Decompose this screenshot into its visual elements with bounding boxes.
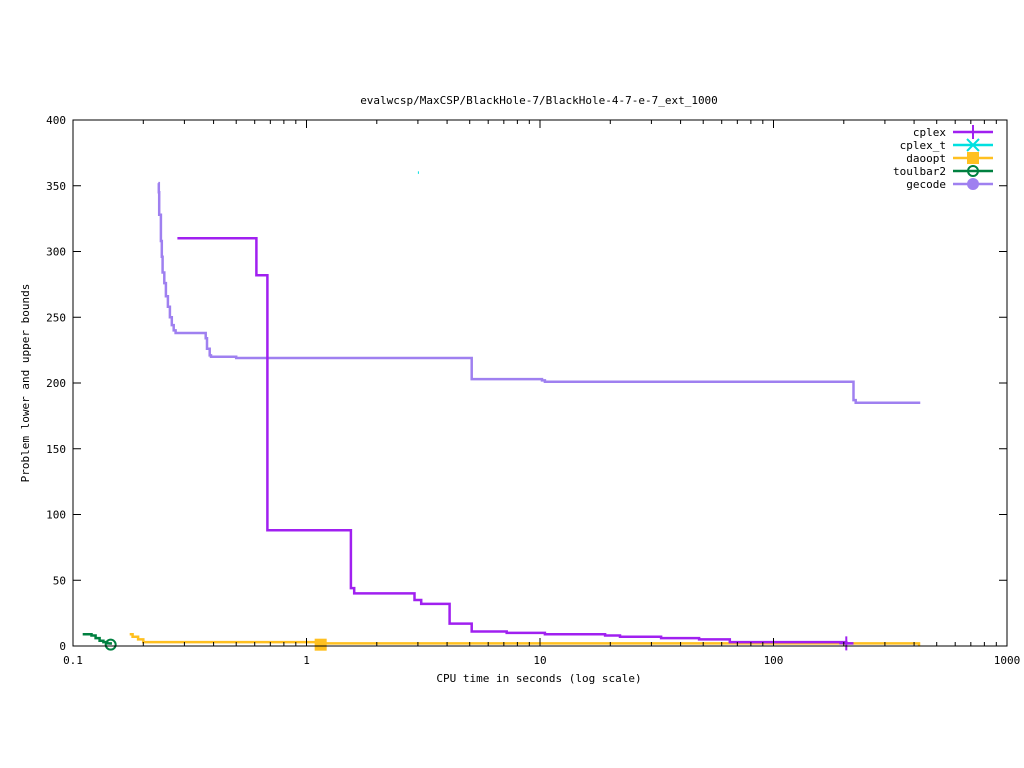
legend-marker-gecode xyxy=(967,178,979,190)
series-marker-daoopt xyxy=(314,638,327,651)
x-tick-label: 1000 xyxy=(994,654,1021,667)
legend-label-cplex: cplex xyxy=(913,126,946,139)
x-tick-label: 100 xyxy=(764,654,784,667)
legend-label-gecode: gecode xyxy=(906,178,946,191)
plot-frame xyxy=(72,119,1008,647)
legend-marker-cplex_t xyxy=(966,138,980,152)
y-tick-label: 100 xyxy=(46,509,66,522)
series-line-toulbar2 xyxy=(82,632,112,645)
series-line-gecode xyxy=(157,181,921,404)
series-line-cplex xyxy=(177,237,854,645)
y-tick-label: 0 xyxy=(59,640,66,653)
legend-marker-toulbar2 xyxy=(967,165,979,177)
y-axis-label: Problem lower and upper bounds xyxy=(19,284,32,483)
y-tick-label: 200 xyxy=(46,377,66,390)
y-tick-label: 300 xyxy=(46,246,66,259)
legend-marker-daoopt xyxy=(967,152,979,164)
y-tick-label: 50 xyxy=(53,574,66,587)
legend-marker-cplex xyxy=(966,125,980,139)
x-tick-label: 10 xyxy=(533,654,546,667)
series-layer xyxy=(82,171,921,651)
x-tick-label: 1 xyxy=(303,654,310,667)
y-tick-label: 250 xyxy=(46,311,66,324)
legend-label-daoopt: daoopt xyxy=(906,152,946,165)
x-tick-label: 0.1 xyxy=(63,654,83,667)
legend-label-cplex_t: cplex_t xyxy=(900,139,946,152)
y-tick-label: 150 xyxy=(46,443,66,456)
y-tick-label: 350 xyxy=(46,180,66,193)
series-marker-cplex xyxy=(839,636,854,651)
x-axis-label: CPU time in seconds (log scale) xyxy=(436,672,641,685)
axis-ticks: 0 50 100 150 200 250 300 350 400 0.1 1 10 100 1000 xyxy=(46,114,1020,667)
series-marker-toulbar2 xyxy=(104,638,117,651)
legend-label-toulbar2: toulbar2 xyxy=(893,165,946,178)
chart-title: evalwcsp/MaxCSP/BlackHole-7/BlackHole-4-… xyxy=(360,94,718,107)
y-tick-label: 400 xyxy=(46,114,66,127)
series-line-daoopt xyxy=(129,632,921,646)
